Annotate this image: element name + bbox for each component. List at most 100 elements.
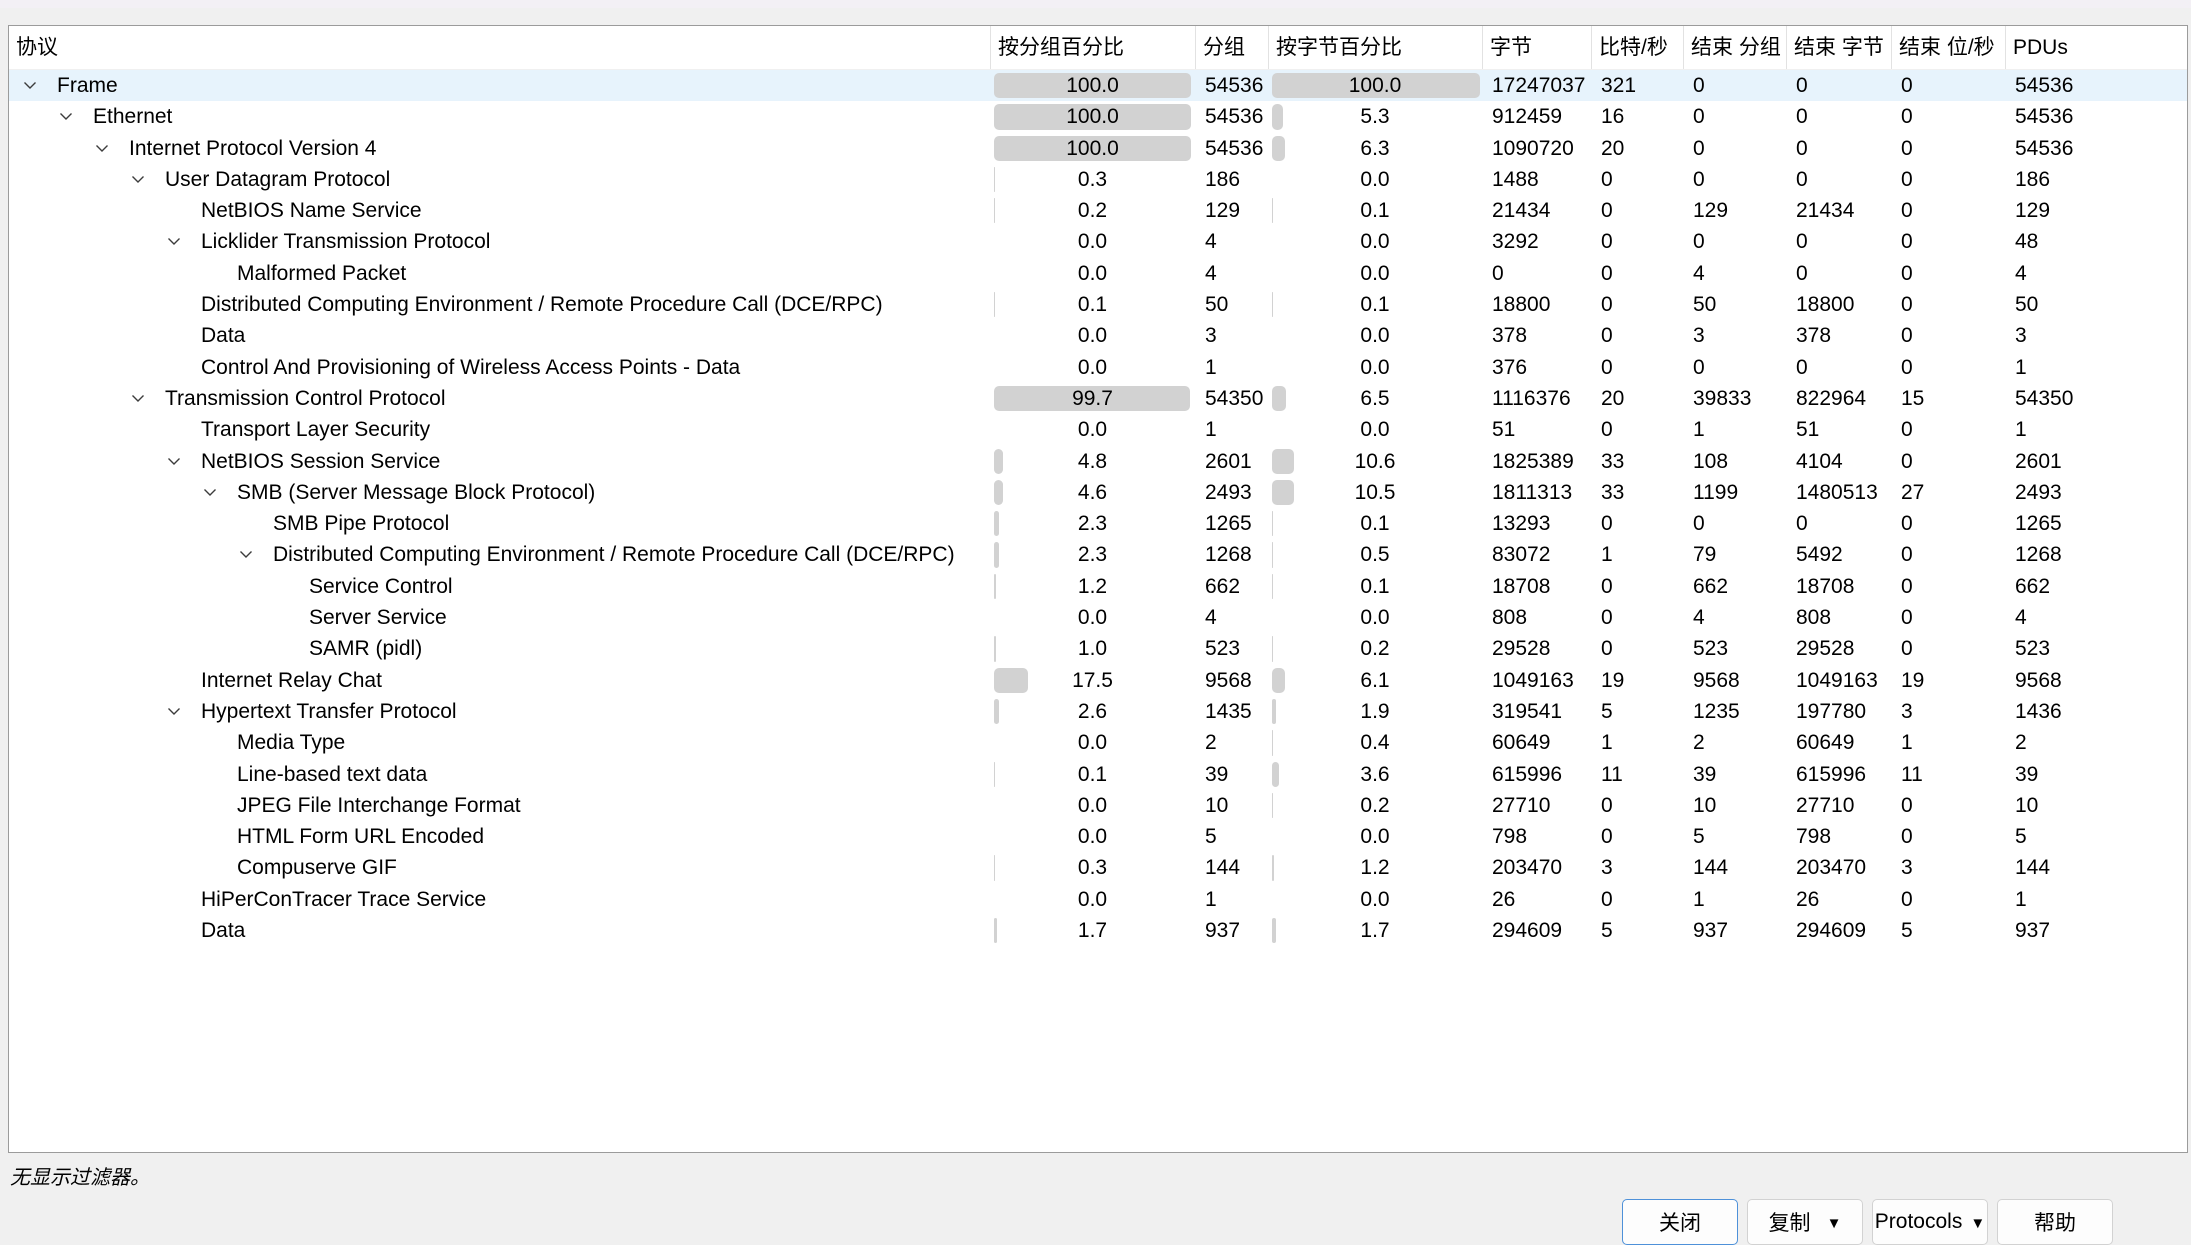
cell-protocol: Ethernet (9, 101, 991, 132)
cell-percent-packets: 99.7 (991, 383, 1196, 414)
cell-percent-packets: 0.3 (991, 852, 1196, 883)
protocols-button[interactable]: Protocols ▼ (1872, 1199, 1988, 1245)
cell-end-packets: 523 (1684, 633, 1787, 664)
cell-packets: 39 (1196, 759, 1269, 790)
percent-value: 2.3 (994, 508, 1191, 539)
expander-spacer (275, 571, 309, 602)
percent-value: 3.6 (1272, 759, 1478, 790)
cell-end-packets: 39833 (1684, 383, 1787, 414)
percent-value: 1.7 (1272, 915, 1478, 946)
cell-bytes: 18708 (1483, 571, 1592, 602)
column-header-end-bytes[interactable]: 结束 字节 (1787, 26, 1892, 69)
cell-pdus: 144 (2006, 852, 2187, 883)
cell-bytes: 203470 (1483, 852, 1592, 883)
column-header-bits-per-s[interactable]: 比特/秒 (1592, 26, 1684, 69)
cell-bits-per-s: 0 (1592, 821, 1684, 852)
column-header-pdus[interactable]: PDUs (2006, 26, 2187, 69)
column-header-percent-bytes[interactable]: 按字节百分比 (1269, 26, 1483, 69)
protocol-name: Frame (57, 70, 118, 101)
column-header-end-packets[interactable]: 结束 分组 (1684, 26, 1787, 69)
cell-end-bits-per-s: 0 (1892, 258, 2006, 289)
cell-percent-bytes: 1.9 (1269, 696, 1483, 727)
cell-percent-bytes: 0.0 (1269, 226, 1483, 257)
column-header-protocol[interactable]: 协议 (9, 26, 991, 69)
cell-end-bytes: 18708 (1787, 571, 1892, 602)
column-header-bytes[interactable]: 字节 (1483, 26, 1592, 69)
column-header-end-bits-per-s[interactable]: 结束 位/秒 (1892, 26, 2006, 69)
cell-end-packets: 39 (1684, 759, 1787, 790)
table-row[interactable]: Distributed Computing Environment / Remo… (9, 539, 2187, 570)
cell-end-packets: 0 (1684, 352, 1787, 383)
column-header-packets[interactable]: 分组 (1196, 26, 1269, 69)
cell-bytes: 1825389 (1483, 446, 1592, 477)
table-row[interactable]: Control And Provisioning of Wireless Acc… (9, 352, 2187, 383)
cell-pdus: 1436 (2006, 696, 2187, 727)
cell-end-bits-per-s: 0 (1892, 539, 2006, 570)
cell-end-bits-per-s: 0 (1892, 884, 2006, 915)
expander-icon[interactable] (167, 696, 201, 727)
cell-pdus: 54536 (2006, 70, 2187, 101)
cell-percent-packets: 0.1 (991, 759, 1196, 790)
expander-icon[interactable] (131, 164, 165, 195)
table-row[interactable]: Distributed Computing Environment / Remo… (9, 289, 2187, 320)
column-header-percent-packets[interactable]: 按分组百分比 (991, 26, 1196, 69)
expander-icon[interactable] (239, 539, 273, 570)
cell-percent-bytes: 0.0 (1269, 602, 1483, 633)
expander-icon[interactable] (59, 101, 93, 132)
cell-bytes: 808 (1483, 602, 1592, 633)
expander-icon[interactable] (23, 70, 57, 101)
close-button[interactable]: 关闭 (1622, 1199, 1738, 1245)
protocol-name: Compuserve GIF (237, 852, 397, 883)
cell-bits-per-s: 1 (1592, 539, 1684, 570)
percent-value: 0.0 (994, 727, 1191, 758)
cell-end-bits-per-s: 11 (1892, 759, 2006, 790)
expander-icon[interactable] (167, 446, 201, 477)
cell-end-bytes: 27710 (1787, 790, 1892, 821)
cell-bits-per-s: 20 (1592, 133, 1684, 164)
cell-protocol: Hypertext Transfer Protocol (9, 696, 991, 727)
cell-percent-packets: 4.6 (991, 477, 1196, 508)
cell-pdus: 1 (2006, 352, 2187, 383)
expander-icon[interactable] (95, 133, 129, 164)
copy-button[interactable]: 复制 ▼ (1747, 1199, 1863, 1245)
cell-percent-bytes: 0.0 (1269, 352, 1483, 383)
cell-bits-per-s: 20 (1592, 383, 1684, 414)
percent-value: 0.3 (994, 852, 1191, 883)
help-button[interactable]: 帮助 (1997, 1199, 2113, 1245)
cell-end-bytes: 0 (1787, 226, 1892, 257)
expander-icon[interactable] (167, 226, 201, 257)
cell-packets: 4 (1196, 226, 1269, 257)
cell-pdus: 186 (2006, 164, 2187, 195)
cell-packets: 937 (1196, 915, 1269, 946)
percent-value: 0.3 (994, 164, 1191, 195)
cell-bytes: 912459 (1483, 101, 1592, 132)
cell-protocol: Media Type (9, 727, 991, 758)
expander-icon[interactable] (131, 383, 165, 414)
expander-icon[interactable] (203, 477, 237, 508)
